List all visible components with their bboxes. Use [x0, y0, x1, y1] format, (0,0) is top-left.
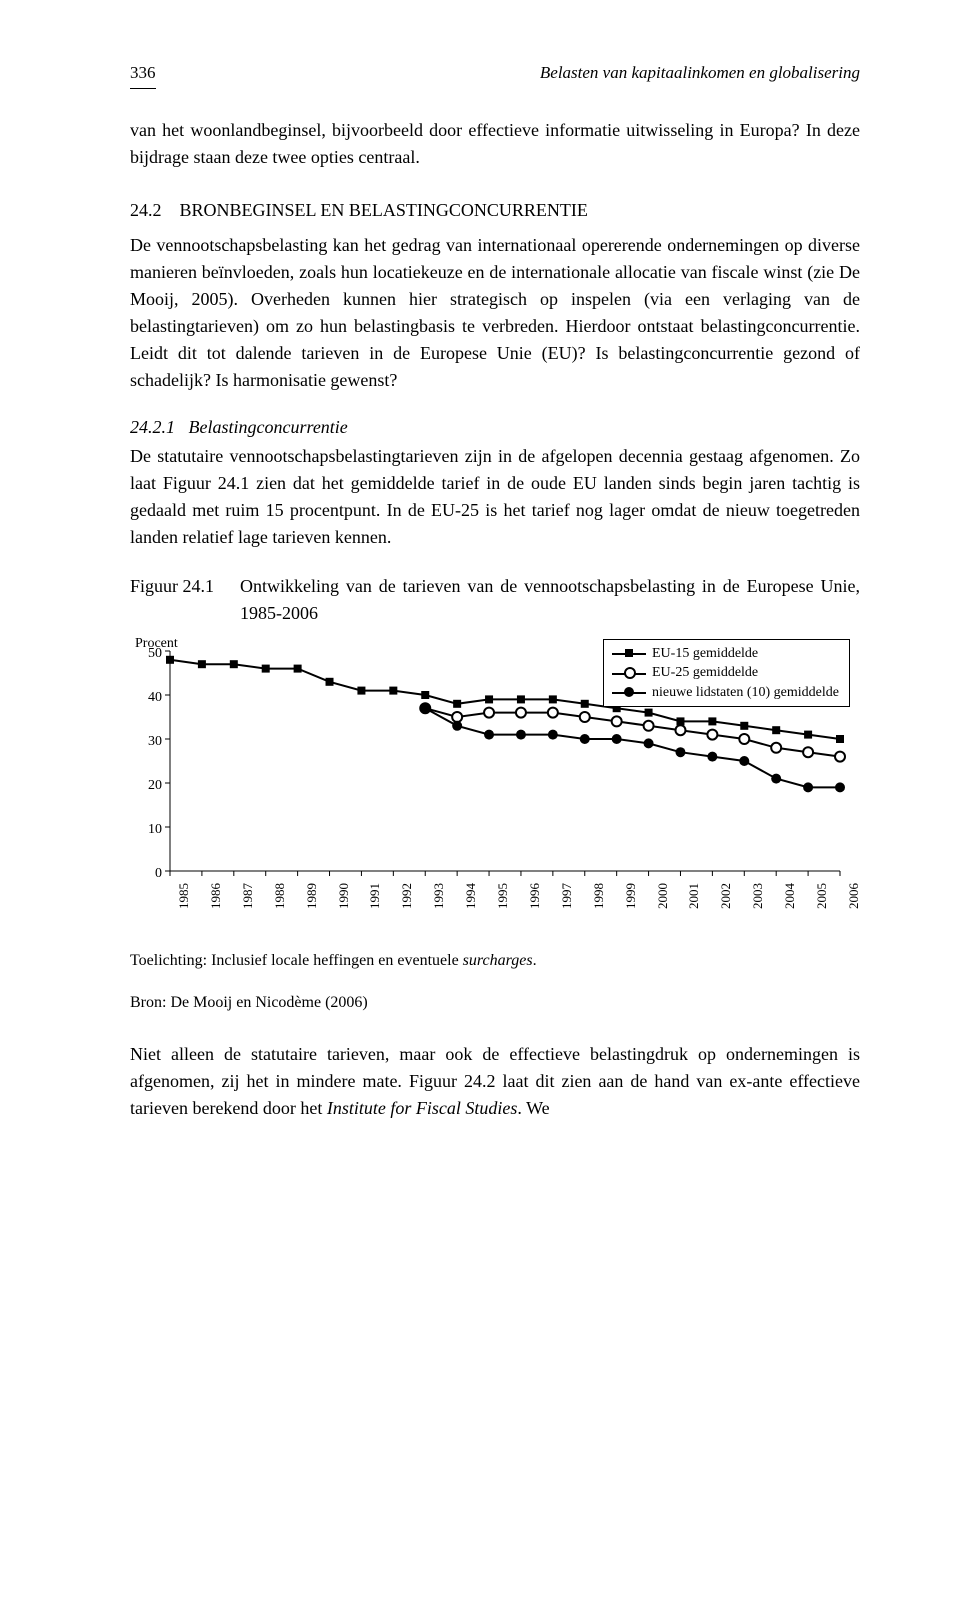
closing-italic: Institute for Fiscal Studies	[327, 1098, 518, 1118]
x-tick-label: 1992	[397, 883, 417, 909]
x-tick-label: 1999	[621, 883, 641, 909]
x-tick-label: 1990	[334, 883, 354, 909]
intro-paragraph: van het woonlandbeginsel, bijvoorbeeld d…	[130, 117, 860, 171]
x-tick-label: 2001	[684, 883, 704, 909]
legend-label: EU-25 gemiddelde	[652, 663, 758, 683]
legend-item: EU-15 gemiddelde	[612, 644, 839, 664]
y-tick-label: 0	[155, 863, 162, 884]
legend-item: nieuwe lidstaten (10) gemiddelde	[612, 683, 839, 703]
x-tick-label: 1985	[174, 883, 194, 909]
x-tick-label: 1995	[493, 883, 513, 909]
x-tick-label: 1998	[589, 883, 609, 909]
x-tick-label: 1994	[461, 883, 481, 909]
figure-label: Figuur 24.1	[130, 573, 240, 627]
x-tick-label: 1989	[302, 883, 322, 909]
section-number: 24.2	[130, 200, 162, 220]
x-tick-label: 1996	[525, 883, 545, 909]
figure-note: Toelichting: Inclusief locale heffingen …	[130, 949, 860, 973]
y-tick-label: 40	[148, 687, 162, 708]
section-heading: 24.2 BRONBEGINSEL EN BELASTINGCONCURRENT…	[130, 197, 860, 224]
square-marker-icon	[612, 647, 646, 659]
section-title: BRONBEGINSEL EN BELASTINGCONCURRENTIE	[180, 200, 588, 220]
x-tick-label: 1986	[206, 883, 226, 909]
running-head: Belasten van kapitaalinkomen en globalis…	[540, 60, 860, 89]
circle-open-marker-icon	[612, 667, 646, 679]
x-tick-label: 2003	[748, 883, 768, 909]
y-tick-label: 10	[148, 819, 162, 840]
figure-note-suffix: .	[533, 952, 537, 969]
legend-item: EU-25 gemiddelde	[612, 663, 839, 683]
x-tick-label: 2002	[716, 883, 736, 909]
page-number: 336	[130, 60, 156, 89]
figure-note-italic: surcharges	[463, 952, 533, 969]
x-tick-label: 1988	[270, 883, 290, 909]
subsection-number: 24.2.1	[130, 417, 175, 437]
circle-filled-marker-icon	[612, 686, 646, 698]
x-tick-label: 2004	[780, 883, 800, 909]
x-tick-label: 2005	[812, 883, 832, 909]
x-tick-label: 1993	[429, 883, 449, 909]
line-chart: Procent EU-15 gemiddelde EU-25 gemiddeld…	[130, 633, 850, 943]
figure-source: Bron: De Mooij en Nicodème (2006)	[130, 991, 860, 1015]
figure-note-text: Toelichting: Inclusief locale heffingen …	[130, 952, 463, 969]
x-tick-label: 2006	[844, 883, 864, 909]
x-tick-label: 1987	[238, 883, 258, 909]
x-tick-label: 1997	[557, 883, 577, 909]
legend-label: nieuwe lidstaten (10) gemiddelde	[652, 683, 839, 703]
subsection-heading: 24.2.1 Belastingconcurrentie	[130, 414, 860, 441]
legend-label: EU-15 gemiddelde	[652, 644, 758, 664]
closing-suffix: . We	[517, 1098, 549, 1118]
page-header: 336 Belasten van kapitaalinkomen en glob…	[130, 60, 860, 89]
y-tick-label: 50	[148, 643, 162, 664]
section-paragraph: De vennootschapsbelasting kan het gedrag…	[130, 232, 860, 394]
x-tick-label: 2000	[653, 883, 673, 909]
subsection-title: Belastingconcurrentie	[189, 417, 348, 437]
subsection-paragraph: De statutaire vennootschapsbelastingtari…	[130, 443, 860, 551]
x-tick-label: 1991	[365, 883, 385, 909]
chart-legend: EU-15 gemiddelde EU-25 gemiddelde nieuwe…	[603, 639, 850, 708]
figure-caption: Ontwikkeling van de tarieven van de venn…	[240, 573, 860, 627]
figure-heading: Figuur 24.1 Ontwikkeling van de tarieven…	[130, 573, 860, 627]
y-tick-label: 30	[148, 731, 162, 752]
y-tick-label: 20	[148, 775, 162, 796]
closing-paragraph: Niet alleen de statutaire tarieven, maar…	[130, 1041, 860, 1122]
